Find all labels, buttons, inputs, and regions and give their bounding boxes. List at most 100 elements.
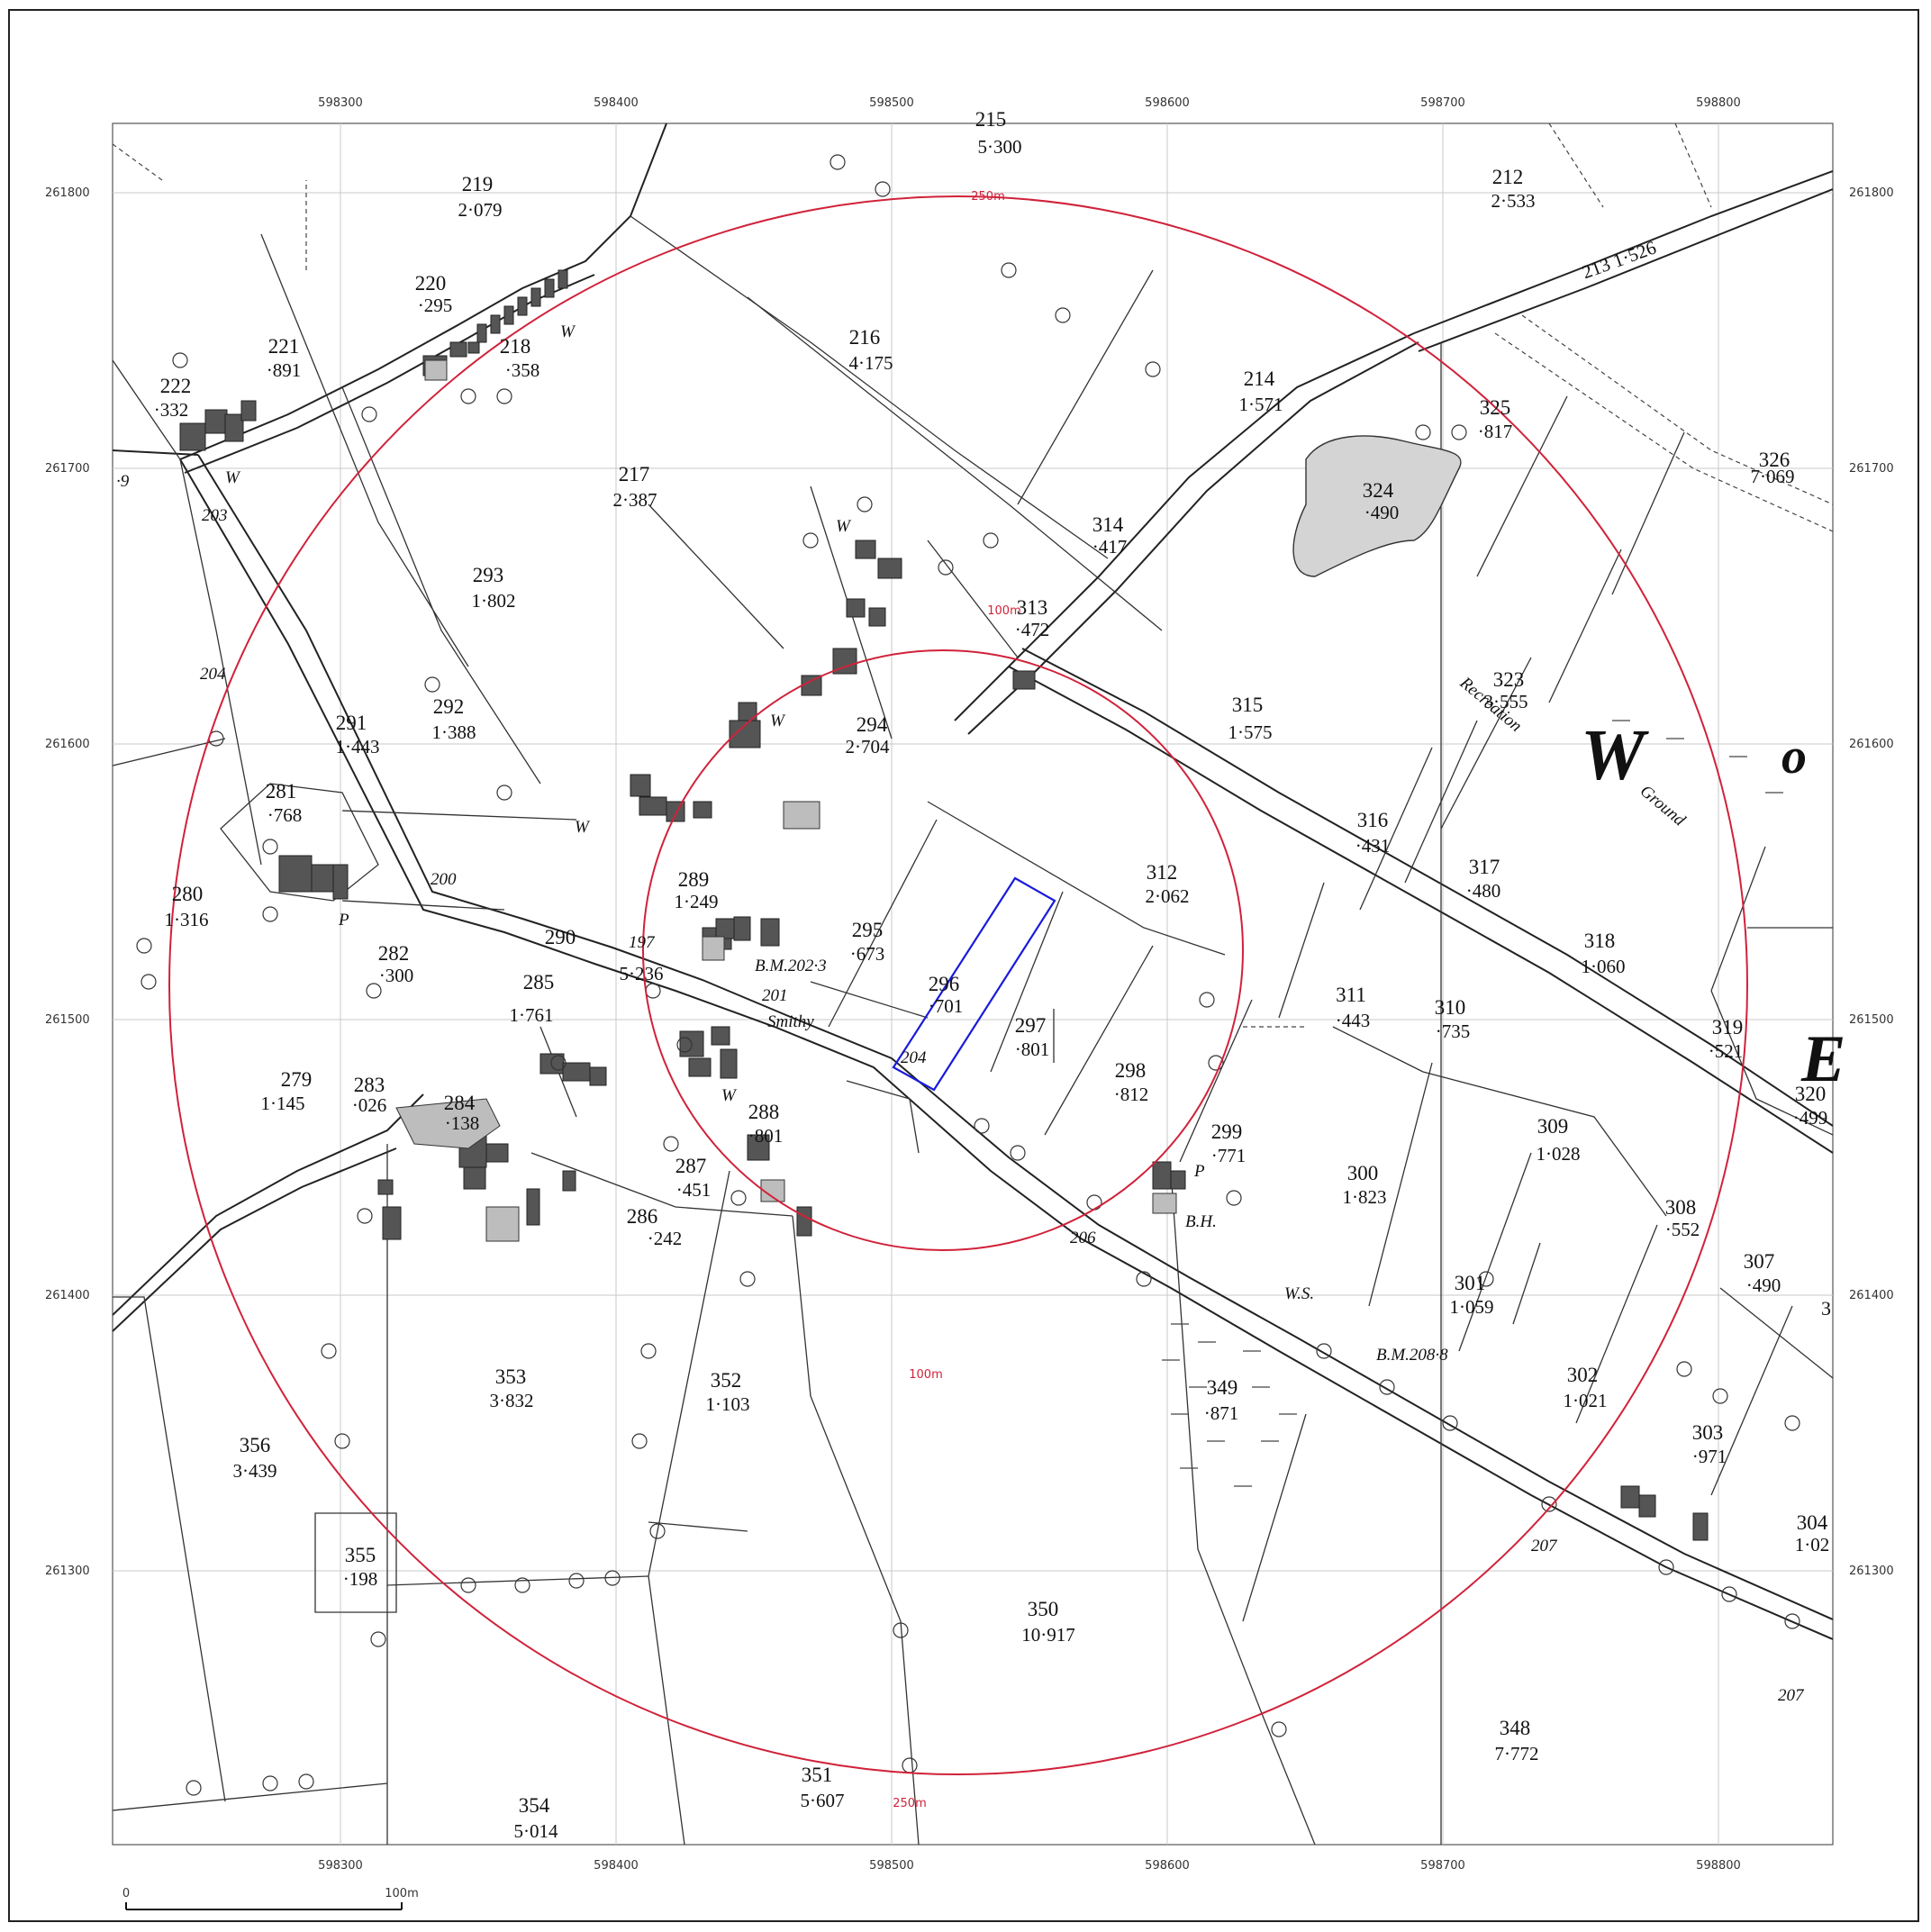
parcel-area: 5·014 [514,1820,558,1842]
parcel-number: 289 [678,868,710,891]
parcel-number: 292 [433,695,465,718]
parcel-number: 219 [462,173,494,195]
parcel-area: 1·823 [1343,1186,1387,1208]
parcel-number: 283 [354,1074,385,1096]
parcel-area: 5·236 [620,963,664,984]
parcel-area: 7·772 [1495,1743,1539,1764]
parcel-number: 293 [473,564,504,586]
parcel-number: 221 [268,335,300,358]
parcel-area: 1·443 [336,736,380,757]
parcel-number: 348 [1500,1717,1531,1739]
parcel-area: ·891 [267,359,302,381]
parcel-number: 291 [336,712,367,734]
parcel-area: 1·060 [1582,956,1626,977]
spot-height: 204 [200,665,226,684]
parcel-number: 217 [619,463,650,485]
spot-height: 201 [762,986,788,1005]
buildings [179,269,1709,1541]
grid-label-left: 261300 [45,1565,90,1578]
footpaths [113,123,1833,1028]
boundary-house-label: B.H. [1185,1212,1217,1231]
grid-label-bottom: 598600 [1145,1859,1190,1873]
parcel-number: 325 [1480,396,1511,419]
buffer-ring-100m [642,649,1244,1251]
parcel-area: 1·02 [1795,1534,1830,1556]
pump-label: P [1193,1162,1205,1181]
district-letter-e: E [1800,1022,1845,1096]
parcel-number: 279 [281,1068,313,1091]
parcel-area: ·198 [343,1568,378,1590]
scale-bar-end-label: 100m [385,1887,418,1900]
parcel-number: 350 [1028,1598,1059,1620]
parcel-number: 300 [1347,1162,1379,1184]
spot-height: 203 [202,506,228,525]
parcel-number: 315 [1232,694,1264,716]
parcel-number: 311 [1336,984,1366,1006]
parcel-area: 10·917 [1021,1624,1075,1646]
parcel-number: 297 [1015,1014,1047,1037]
field-boundaries [113,215,1833,1845]
parcel-area: 1·028 [1537,1143,1581,1165]
parcel-number: 324 [1363,479,1394,502]
parcel-number: 314 [1092,513,1124,536]
parcel-area: ·552 [1665,1219,1700,1240]
parcel-number: 318 [1584,930,1616,952]
grid-label-top: 598500 [869,96,914,110]
parcel-number: 355 [345,1544,376,1566]
well-label: W [560,322,576,341]
scale-bar-start-label: 0 [122,1887,130,1900]
parcel-area: ·026 [352,1094,387,1116]
grid-label-top: 598600 [1145,96,1190,110]
parcel-area: ·490 [1746,1274,1781,1296]
parcel-area: ·480 [1466,880,1501,902]
grid-label-top: 598800 [1696,96,1741,110]
parcel-number: 323 [1493,668,1525,691]
parcel-number: 294 [857,713,888,736]
parcel-area: 5·300 [978,136,1022,158]
grid-label-right: 261800 [1849,186,1894,200]
grid-label-right: 261500 [1849,1013,1894,1027]
outbuildings [395,359,1177,1242]
parcel-number: 288 [748,1101,780,1123]
grid-label-right: 261300 [1849,1565,1894,1578]
parcel-number: 312 [1147,861,1178,884]
parcel-area: 1·761 [510,1004,554,1026]
parcel-number: 287 [675,1155,707,1177]
parcel-number: 298 [1115,1059,1147,1082]
parcel-area: ·358 [505,359,540,381]
parcel-area: ·332 [154,399,189,421]
well-label: W [721,1086,738,1105]
well-label: W [225,468,241,487]
parcel-number: 280 [172,883,204,905]
parcel-number: 309 [1537,1115,1569,1138]
parcel-area: ·771 [1211,1145,1247,1166]
spot-height: 207 [1531,1537,1558,1556]
parcel-number: 310 [1435,996,1466,1019]
spot-height: 206 [1070,1229,1096,1247]
parcel-area: ·701 [929,995,964,1017]
parcel-number: 354 [519,1794,550,1817]
parcel-number: 215 [975,108,1007,131]
parcel-labels: 219 2·079 220·295 221·891 222·332 218·358… [154,108,1830,1842]
parcel-area: ·431 [1355,835,1391,857]
well-label: W [836,517,852,536]
parcel-number: 295 [852,919,884,941]
parcel-number: 303 [1692,1421,1724,1444]
parcel-number: 353 [495,1365,527,1388]
parcel-area: 1·059 [1450,1296,1494,1318]
parcel-area: ·443 [1336,1010,1371,1031]
parcel-area: ·417 [1092,536,1128,558]
parcel-area: ·499 [1793,1107,1828,1129]
ws-label: W.S. [1284,1284,1314,1303]
grid-label-left: 261700 [45,462,90,476]
parcel-number: 349 [1207,1376,1238,1399]
parcel-number: 212 [1492,166,1524,188]
parcel-number: 285 [523,971,555,993]
grid-label-top: 598700 [1420,96,1465,110]
grid-label-left: 261400 [45,1289,90,1302]
benchmark-label: B.M.208·8 [1376,1346,1448,1365]
spot-heights: 203 204 200 197 201 204 206 207 207 ·9 [116,472,1805,1705]
ring-label-250m-bottom: 250m [893,1797,926,1810]
map-frame [8,9,1919,1922]
